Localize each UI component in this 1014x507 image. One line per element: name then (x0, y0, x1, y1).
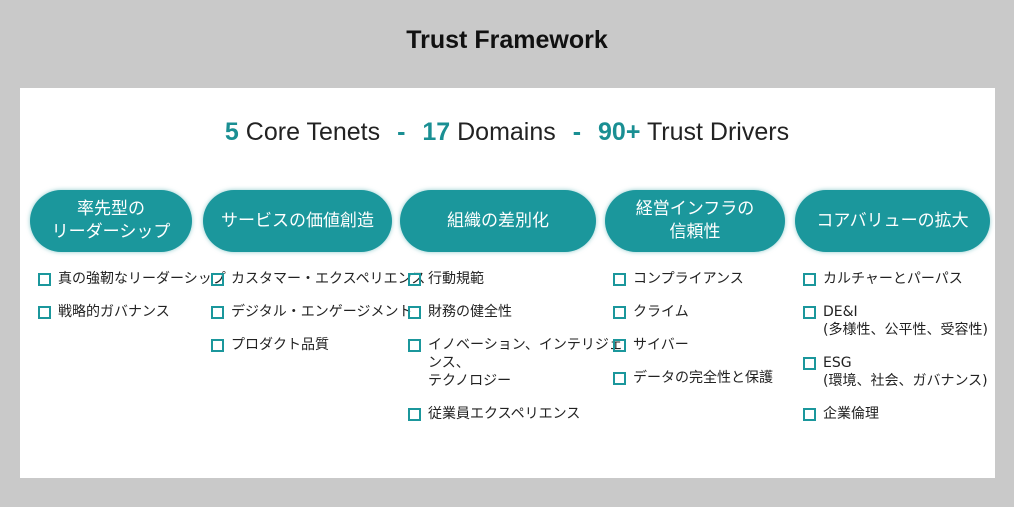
domain-item: ESG (環境、社会、ガバナンス) (803, 354, 1014, 390)
drivers-count: 90+ (598, 118, 641, 146)
checkbox-square-icon (803, 408, 816, 421)
domain-label: 従業員エクスペリエンス (428, 406, 581, 422)
separator: - (572, 118, 582, 146)
domain-item: 財務の健全性 (408, 303, 636, 321)
domain-label: デジタル・エンゲージメント (231, 304, 413, 320)
domain-label: イノベーション、インテリジェンス、 テクノロジー (428, 337, 623, 389)
domain-item: サイバー (613, 336, 825, 354)
drivers-label: Trust Drivers (646, 118, 790, 146)
checkbox-square-icon (613, 306, 626, 319)
domain-label: 戦略的ガバナンス (58, 304, 170, 320)
checkbox-square-icon (613, 273, 626, 286)
checkbox-square-icon (803, 273, 816, 286)
domain-item: 真の強靭なリーダーシップ (38, 270, 232, 288)
tenet-column: 率先型の リーダーシップ真の強靭なリーダーシップ 戦略的ガバナンス (30, 190, 232, 336)
domain-label: コンプライアンス (633, 271, 744, 287)
domain-item: コンプライアンス (613, 270, 825, 288)
domain-label: プロダクト品質 (231, 337, 329, 353)
domain-label: 企業倫理 (823, 406, 879, 422)
domain-label: DE&I (多様性、公平性、受容性) (823, 304, 988, 338)
checkbox-square-icon (803, 357, 816, 370)
domain-label: カスタマー・エクスペリエンス (231, 271, 426, 287)
domain-list: 行動規範財務の健全性イノベーション、インテリジェンス、 テクノロジー従業員エクス… (408, 270, 636, 423)
checkbox-square-icon (408, 273, 421, 286)
domain-label: カルチャーとパーパス (823, 271, 963, 287)
domain-label: クライム (633, 304, 689, 320)
tenet-column: 経営インフラの 信頼性コンプライアンス クライムサイバーデータの完全性と保護 (605, 190, 825, 402)
domain-label: 行動規範 (428, 271, 484, 287)
domain-item: イノベーション、インテリジェンス、 テクノロジー (408, 336, 636, 390)
domain-list: カスタマー・エクスペリエンス デジタル・エンゲージメント プロダクト品質 (211, 270, 432, 354)
diagram-title: Trust Framework (406, 26, 608, 54)
tenet-heading: 組織の差別化 (400, 190, 596, 252)
tenet-heading: 経営インフラの 信頼性 (605, 190, 785, 252)
checkbox-square-icon (211, 339, 224, 352)
tenet-heading: サービスの価値創造 (203, 190, 392, 252)
domain-item: DE&I (多様性、公平性、受容性) (803, 303, 1014, 339)
content-panel (20, 88, 995, 478)
tenets-label: Core Tenets (245, 118, 381, 146)
checkbox-square-icon (613, 339, 626, 352)
checkbox-square-icon (408, 408, 421, 421)
checkbox-square-icon (613, 372, 626, 385)
domain-item: 行動規範 (408, 270, 636, 288)
domain-item: 戦略的ガバナンス (38, 303, 232, 321)
domain-item: 企業倫理 (803, 405, 1014, 423)
checkbox-square-icon (211, 306, 224, 319)
domain-label: 財務の健全性 (428, 304, 512, 320)
tenets-count: 5 (224, 118, 239, 146)
domain-label: 真の強靭なリーダーシップ (58, 271, 226, 287)
separator: - (397, 118, 406, 146)
domain-list: カルチャーとパーパス DE&I (多様性、公平性、受容性) ESG (環境、社会、ガ… (803, 270, 1014, 423)
domain-item: 従業員エクスペリエンス (408, 405, 636, 423)
headline: 5 Core Tenets - 17 Domains - 90+ Trust D… (0, 118, 1014, 147)
domains-label: Domains (457, 118, 556, 146)
tenet-column: サービスの価値創造カスタマー・エクスペリエンス デジタル・エンゲージメント プロダク… (203, 190, 432, 369)
domain-label: ESG (環境、社会、ガバナンス) (823, 355, 988, 389)
domain-item: カスタマー・エクスペリエンス (211, 270, 432, 288)
tenet-heading: コアバリューの拡大 (795, 190, 990, 252)
tenet-column: 組織の差別化行動規範財務の健全性イノベーション、インテリジェンス、 テクノロジー… (400, 190, 636, 438)
domains-count: 17 (422, 118, 451, 146)
checkbox-square-icon (211, 273, 224, 286)
domain-item: データの完全性と保護 (613, 369, 825, 387)
domain-list: 真の強靭なリーダーシップ 戦略的ガバナンス (38, 270, 232, 321)
domain-label: サイバー (633, 337, 689, 353)
domain-label: データの完全性と保護 (633, 370, 773, 386)
domain-item: カルチャーとパーパス (803, 270, 1014, 288)
checkbox-square-icon (408, 306, 421, 319)
checkbox-square-icon (38, 306, 51, 319)
tenet-column: コアバリューの拡大カルチャーとパーパス DE&I (多様性、公平性、受容性) ESG… (795, 190, 1014, 438)
domain-item: クライム (613, 303, 825, 321)
checkbox-square-icon (408, 339, 421, 352)
domain-item: プロダクト品質 (211, 336, 432, 354)
checkbox-square-icon (803, 306, 816, 319)
domain-list: コンプライアンス クライムサイバーデータの完全性と保護 (613, 270, 825, 387)
domain-item: デジタル・エンゲージメント (211, 303, 432, 321)
checkbox-square-icon (38, 273, 51, 286)
tenet-heading: 率先型の リーダーシップ (30, 190, 192, 252)
